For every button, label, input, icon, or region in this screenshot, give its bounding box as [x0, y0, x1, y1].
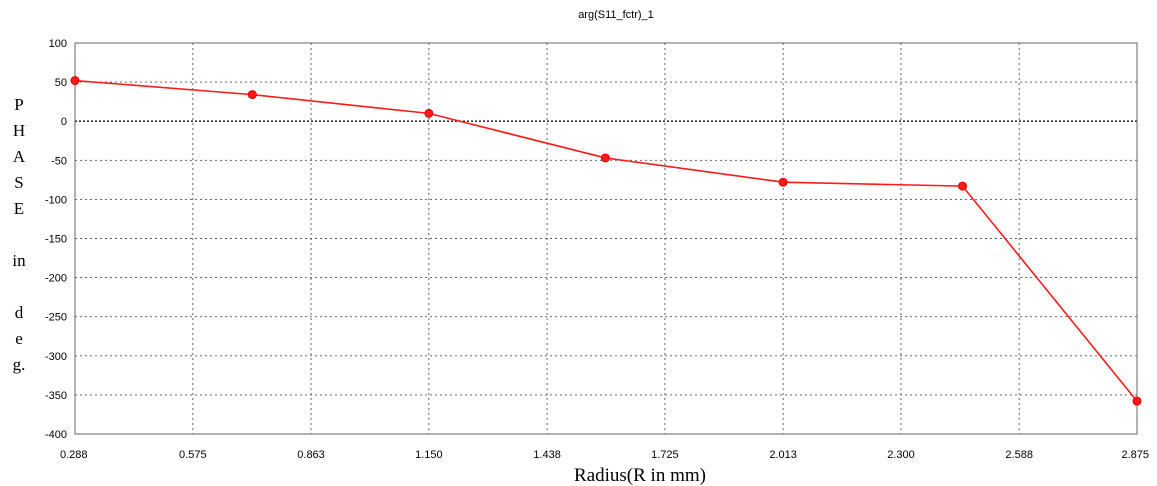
data-point [425, 109, 433, 117]
x-tick-label: 1.150 [415, 449, 443, 461]
y-axis-label-glyph: d [15, 303, 24, 322]
y-axis-label-glyph: S [14, 173, 23, 192]
y-tick-label: -100 [45, 194, 67, 206]
x-tick-label: 0.575 [179, 449, 207, 461]
data-point [779, 178, 787, 186]
y-axis-label-glyph: g. [13, 355, 26, 374]
y-axis-label-glyph: H [13, 121, 25, 140]
x-tick-label: 0.288 [60, 449, 88, 461]
y-axis-label-glyph: A [13, 147, 26, 166]
x-tick-label: 1.438 [533, 449, 561, 461]
y-tick-label: -50 [51, 155, 67, 167]
y-axis-label-glyph: P [14, 95, 23, 114]
y-axis-label-glyph: e [15, 329, 23, 348]
x-tick-label: 2.300 [887, 449, 915, 461]
data-point [248, 91, 256, 99]
y-axis-ticks: 100 50 0 -50 -100 -150 -200 -250 -300 -350 -400 [45, 38, 67, 441]
y-axis-label-glyph: in [12, 251, 26, 270]
y-tick-label: -350 [45, 390, 67, 402]
chart-title: arg(S11_fctr)_1 [578, 9, 654, 21]
x-tick-label: 0.863 [297, 449, 325, 461]
y-tick-label: 100 [49, 38, 67, 50]
data-point [959, 182, 967, 190]
y-tick-label: 0 [61, 116, 67, 128]
y-tick-label: -250 [45, 312, 67, 324]
x-tick-label: 1.725 [651, 449, 679, 461]
data-point [71, 77, 79, 85]
data-point [601, 154, 609, 162]
x-tick-label: 2.875 [1121, 449, 1149, 461]
x-axis-label: Radius(R in mm) [574, 465, 706, 486]
y-tick-label: -300 [45, 351, 67, 363]
x-axis-ticks: 0.288 0.575 0.863 1.150 1.438 1.725 2.013 2.300… [60, 449, 1149, 461]
data-point [1133, 397, 1141, 405]
y-tick-label: -150 [45, 234, 67, 246]
y-tick-label: -200 [45, 273, 67, 285]
y-axis-label-glyph: E [14, 199, 24, 218]
series-line [75, 81, 1137, 402]
y-tick-label: -400 [45, 429, 67, 441]
grid [75, 43, 1137, 434]
x-tick-label: 2.588 [1005, 449, 1033, 461]
x-tick-label: 2.013 [769, 449, 797, 461]
y-tick-label: 50 [55, 77, 67, 89]
